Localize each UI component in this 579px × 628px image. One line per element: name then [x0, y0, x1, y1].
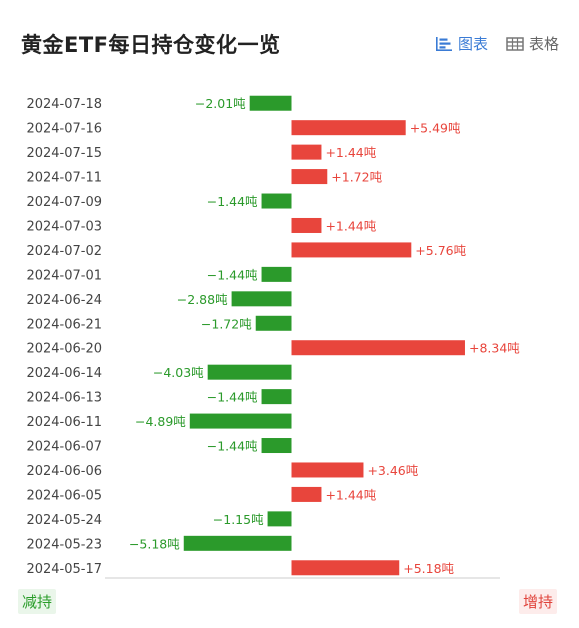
category-label: 2024-07-11: [26, 171, 102, 186]
data-label: −4.03吨: [153, 365, 204, 380]
bar-chart-icon: [435, 36, 453, 52]
category-label: 2024-06-21: [26, 317, 102, 332]
category-label: 2024-07-03: [26, 219, 102, 234]
data-label: −1.44吨: [207, 390, 258, 405]
category-label: 2024-06-05: [26, 488, 102, 503]
bar: [249, 95, 292, 111]
bar: [261, 389, 292, 405]
category-label: 2024-06-06: [26, 464, 102, 479]
data-label: −1.44吨: [207, 194, 258, 209]
increase-label: 增持: [518, 589, 557, 614]
data-label: +3.46吨: [367, 463, 418, 478]
chart-header: 黄金ETF每日持仓变化一览 图表: [0, 0, 579, 80]
bar: [207, 364, 292, 380]
bar: [261, 266, 292, 282]
chart-view-label: 图表: [457, 35, 488, 53]
view-switch: 图表 表格: [435, 33, 559, 54]
table-view-label: 表格: [528, 35, 559, 53]
page-title: 黄金ETF每日持仓变化一览: [21, 33, 281, 57]
data-label: −1.72吨: [201, 316, 252, 331]
bar: [291, 169, 328, 185]
category-label: 2024-07-18: [26, 97, 102, 112]
category-label: 2024-05-24: [26, 513, 102, 528]
bar-chart: 2024-07-18 −2.01吨 2024-07-16 +5.49吨 2024-07-…: [26, 95, 520, 579]
bar: [255, 315, 292, 331]
data-label: −1.44吨: [207, 439, 258, 454]
data-label: −5.18吨: [129, 536, 180, 551]
data-label: +5.49吨: [410, 121, 461, 136]
data-label: +5.76吨: [415, 243, 466, 258]
category-label: 2024-07-01: [26, 268, 102, 283]
bar: [261, 193, 292, 209]
bar: [291, 144, 322, 160]
table-icon: [506, 36, 524, 51]
bar: [231, 291, 292, 307]
data-label: −1.15吨: [213, 512, 264, 527]
category-label: 2024-06-13: [26, 391, 102, 406]
data-label: +1.72吨: [331, 170, 382, 185]
data-label: −1.44吨: [207, 267, 258, 282]
bar: [291, 242, 412, 258]
data-label: +8.34吨: [469, 341, 520, 356]
category-label: 2024-05-17: [26, 562, 102, 577]
bar: [189, 413, 292, 429]
category-label: 2024-06-24: [26, 293, 102, 308]
bar: [291, 120, 406, 136]
chart-view-button[interactable]: 图表: [435, 33, 488, 54]
table-view-button[interactable]: 表格: [506, 33, 559, 54]
data-label: −2.88吨: [177, 292, 228, 307]
bar: [261, 438, 292, 454]
category-label: 2024-06-11: [26, 415, 102, 430]
bar: [291, 217, 322, 233]
category-label: 2024-07-16: [26, 122, 102, 137]
bar: [267, 511, 292, 527]
decrease-label: 减持: [18, 589, 57, 614]
data-label: +5.18吨: [403, 561, 454, 576]
bar: [291, 340, 465, 356]
category-label: 2024-07-02: [26, 244, 102, 259]
category-label: 2024-07-15: [26, 146, 102, 161]
bar: [183, 535, 292, 551]
data-label: −2.01吨: [195, 96, 246, 111]
data-label: +1.44吨: [325, 487, 376, 502]
category-label: 2024-05-23: [26, 537, 102, 552]
category-label: 2024-06-20: [26, 342, 102, 357]
data-label: +1.44吨: [325, 218, 376, 233]
bar: [291, 560, 400, 576]
data-label: −4.89吨: [135, 414, 186, 429]
bar: [291, 486, 322, 502]
bar: [291, 462, 364, 478]
category-label: 2024-06-07: [26, 440, 102, 455]
data-label: +1.44吨: [325, 145, 376, 160]
category-label: 2024-06-14: [26, 366, 102, 381]
category-label: 2024-07-09: [26, 195, 102, 210]
